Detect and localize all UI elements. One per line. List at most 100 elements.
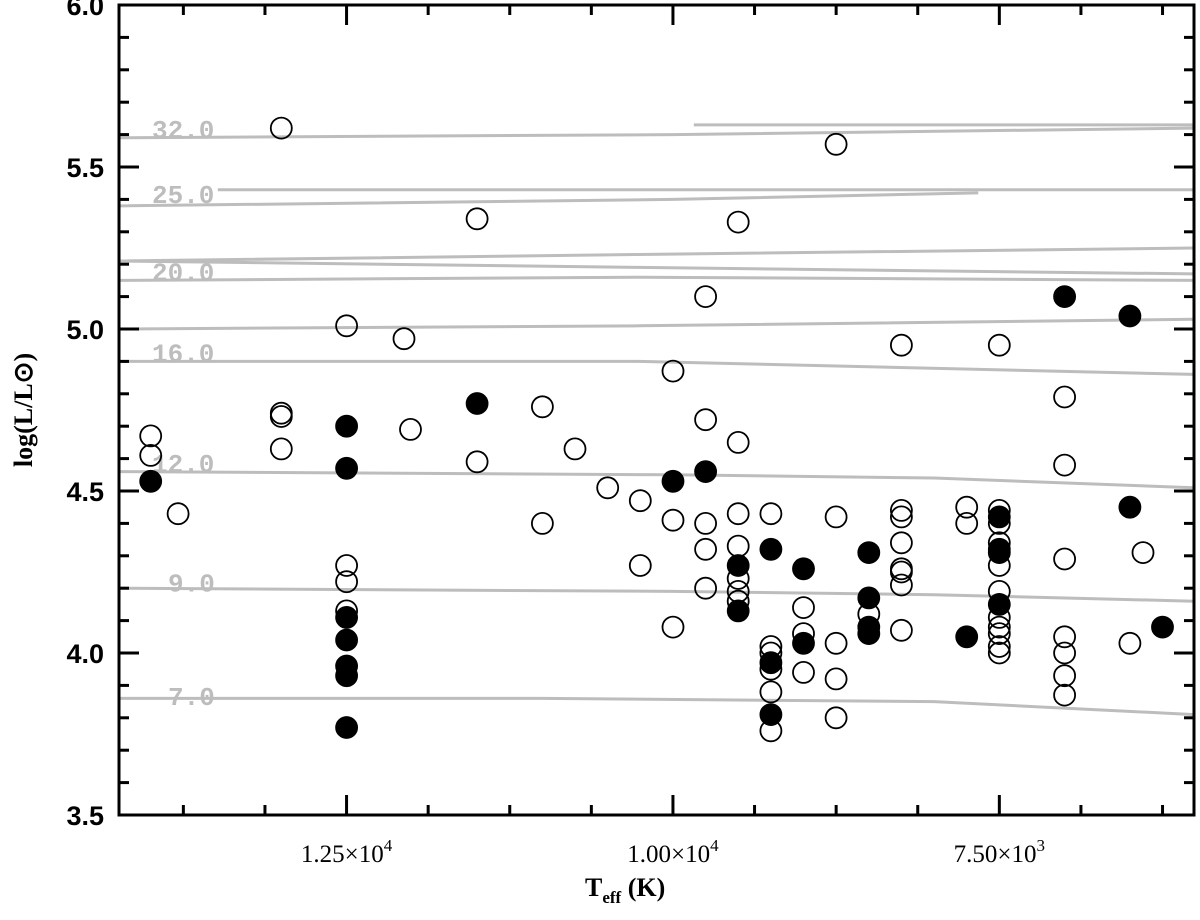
open-data-point <box>792 596 815 619</box>
open-data-point <box>269 116 293 140</box>
track-label: 25.0 <box>152 181 214 211</box>
open-data-point <box>139 424 163 448</box>
filled-data-point <box>987 541 1011 564</box>
filled-data-point <box>335 456 359 480</box>
filled-data-point <box>726 554 750 577</box>
open-data-point <box>694 408 717 432</box>
open-data-point <box>335 314 359 338</box>
filled-data-point <box>335 664 359 688</box>
open-data-point <box>955 512 979 535</box>
open-data-point <box>890 560 913 584</box>
open-data-point <box>1053 641 1076 665</box>
track-line-16-0 <box>119 359 1195 376</box>
open-data-point <box>726 534 750 558</box>
x-tick-label: 1.25×104 <box>301 836 393 868</box>
open-data-point <box>1053 385 1076 409</box>
x-axis-title: Teff (K) <box>585 873 665 907</box>
filled-data-point <box>726 599 750 623</box>
open-data-point <box>890 498 913 522</box>
filled-data-point <box>759 651 783 675</box>
x-axis-title-unit: (K) <box>621 873 665 902</box>
track-line-20-0 <box>118 259 1195 276</box>
filled-data-point <box>1118 495 1142 519</box>
y-tick-label: 4.0 <box>66 639 104 669</box>
open-data-point <box>726 502 750 526</box>
filled-data-point <box>694 460 717 484</box>
evolutionary-tracks <box>118 123 1195 717</box>
open-data-point <box>465 207 489 231</box>
open-data-point <box>269 405 293 428</box>
filled-data-point <box>335 414 359 438</box>
filled-data-point <box>1053 285 1076 309</box>
open-data-point <box>465 450 489 474</box>
filled-data-point <box>1151 615 1174 639</box>
open-data-point <box>1053 547 1076 571</box>
filled-data-point <box>857 586 881 610</box>
track-line-7-0 <box>119 696 1195 717</box>
open-data-point <box>824 631 848 655</box>
open-data-point <box>824 505 848 529</box>
filled-data-point <box>759 703 783 726</box>
filled-data-point <box>792 557 815 581</box>
axis-ticks <box>119 3 1194 817</box>
open-data-point <box>1053 625 1076 649</box>
open-data-point <box>628 489 652 513</box>
plot-axes <box>117 3 1196 817</box>
x-tick-label: 1.00×104 <box>627 836 719 868</box>
open-data-point <box>694 576 717 600</box>
open-data-point <box>890 531 913 555</box>
y-tick-label: 5.0 <box>66 315 104 345</box>
open-data-point <box>531 395 554 419</box>
open-data-point <box>726 430 750 454</box>
open-data-point <box>1053 683 1076 707</box>
filled-data-point <box>955 625 979 649</box>
open-data-point <box>694 285 717 309</box>
track-label: 16.0 <box>152 340 214 370</box>
open-data-point <box>890 573 913 597</box>
filled-data-point <box>139 469 163 493</box>
open-data-point <box>824 706 848 730</box>
open-data-point <box>563 437 587 461</box>
open-data-point <box>661 359 685 383</box>
open-data-point <box>1053 453 1076 477</box>
x-axis-title-subscript: eff <box>602 888 621 907</box>
open-data-point <box>824 667 848 691</box>
filled-data-point <box>857 622 881 645</box>
track-line-12-0 <box>118 470 1195 490</box>
open-data-point <box>1118 631 1142 655</box>
open-data-point <box>890 333 913 357</box>
track-line-9-0 <box>118 586 1195 603</box>
open-data-point <box>628 554 652 577</box>
filled-data-point <box>792 631 815 655</box>
open-data-point <box>166 502 190 526</box>
track-line-16-0 <box>118 317 1195 331</box>
filled-data-point <box>987 593 1011 616</box>
open-data-point <box>392 327 416 351</box>
track-label: 9.0 <box>168 570 215 600</box>
track-line-25-0 <box>118 191 979 208</box>
open-data-point <box>661 508 685 532</box>
track-mass-labels: 32.0 25.0 20.0 16.0 12.0 9.0 7.0 <box>152 116 215 713</box>
open-data-point <box>987 622 1011 645</box>
track-label: 7.0 <box>168 683 215 713</box>
track-line-32-0 <box>118 126 1195 140</box>
open-data-point <box>661 615 685 639</box>
y-tick-label: 5.5 <box>66 153 104 183</box>
open-data-point <box>139 443 163 467</box>
filled-data-point <box>465 392 489 415</box>
open-data-point <box>531 512 554 535</box>
track-label: 20.0 <box>152 259 214 289</box>
open-data-point <box>694 537 717 561</box>
filled-data-point <box>335 628 359 652</box>
open-data-point <box>890 618 913 642</box>
y-axis-title: log(L/L⊙) <box>9 353 38 467</box>
track-label: 12.0 <box>152 450 214 480</box>
track-label: 32.0 <box>152 116 214 146</box>
open-data-point <box>824 132 848 156</box>
y-tick-label: 4.5 <box>66 477 104 507</box>
filled-data-point <box>857 541 881 564</box>
filled-data-point <box>335 716 359 739</box>
filled-data-point <box>335 606 359 629</box>
